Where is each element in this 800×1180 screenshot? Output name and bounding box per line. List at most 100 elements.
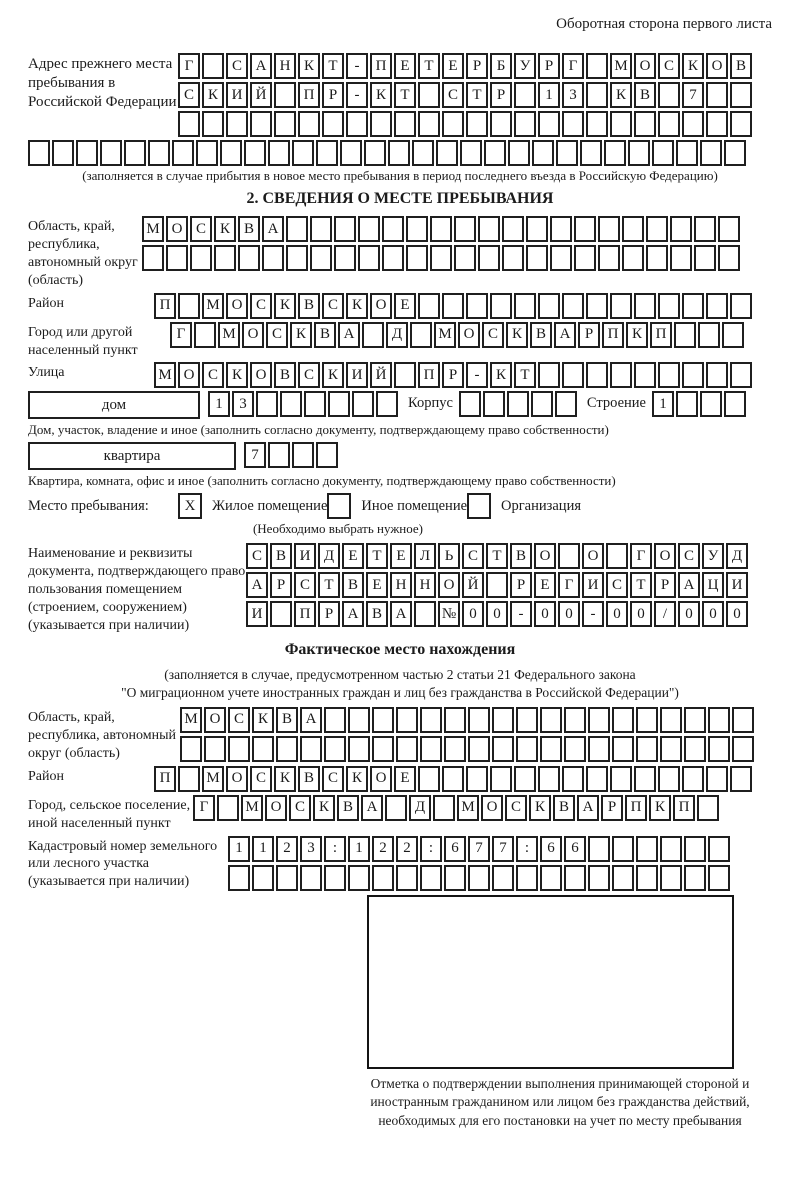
char-box: [562, 111, 584, 137]
char-box: Р: [538, 53, 560, 79]
document-label: Наименование и реквизиты документа, подт…: [28, 546, 246, 634]
char-box: [660, 706, 682, 733]
char-box: [324, 735, 346, 762]
char-box: [340, 140, 362, 166]
char-box: [324, 864, 346, 891]
char-box: 0: [606, 601, 628, 628]
char-box: [196, 140, 218, 166]
char-box: [610, 292, 632, 319]
char-box: [298, 111, 320, 137]
char-box: [178, 765, 200, 792]
char-box: [660, 835, 682, 862]
char-box: 1: [651, 391, 674, 418]
char-box: О: [178, 362, 200, 389]
char-box: [214, 245, 236, 271]
char-box: 6: [540, 835, 562, 862]
char-box: [396, 706, 418, 733]
char-box: В: [730, 53, 752, 79]
char-box: №: [438, 601, 460, 628]
char-box: С: [678, 543, 700, 570]
char-box: А: [390, 601, 412, 628]
char-box: [682, 362, 704, 389]
char-box: [514, 82, 536, 108]
char-box: -: [582, 601, 604, 628]
stamp-area: [367, 895, 734, 1070]
fact-oblast-label: Область, край, республика, автономный ок…: [28, 709, 177, 761]
char-box: С: [226, 53, 248, 79]
char-box: Т: [366, 543, 388, 570]
char-box: [324, 706, 346, 733]
char-box: [598, 245, 620, 271]
char-box: [202, 53, 224, 79]
char-box: К: [626, 321, 648, 348]
char-box: [622, 245, 644, 271]
char-box: [268, 442, 290, 469]
char-box: В: [366, 601, 388, 628]
char-box: [204, 735, 226, 762]
fact-caption-1: (заполняется в случае, предусмотренном ч…: [164, 666, 636, 682]
char-box: Р: [322, 82, 344, 108]
char-box: [580, 140, 602, 166]
gorod-label: Город или другой населенный пункт: [28, 324, 138, 358]
char-box: О: [582, 543, 604, 570]
char-box: [636, 706, 658, 733]
char-box: [468, 735, 490, 762]
char-box: Т: [318, 572, 340, 599]
char-box: [292, 442, 314, 469]
char-box: [228, 864, 250, 891]
kadastr-label: Кадастровый номер земельного или лесного…: [28, 838, 218, 890]
char-box: [406, 216, 428, 242]
char-box: [538, 362, 560, 389]
char-box: [658, 82, 680, 108]
char-box: О: [226, 292, 248, 319]
char-box: [634, 765, 656, 792]
char-box: [178, 111, 200, 137]
char-box: Т: [486, 543, 508, 570]
char-box: [588, 864, 610, 891]
char-box: О: [250, 362, 272, 389]
char-box: М: [218, 321, 240, 348]
prev-address-block: Адрес прежнего места пребывания в Россий…: [28, 53, 772, 137]
char-box: О: [370, 292, 392, 319]
char-box: [172, 140, 194, 166]
char-box: А: [262, 216, 284, 242]
char-box: К: [313, 794, 335, 821]
char-box: А: [678, 572, 700, 599]
char-box: [100, 140, 122, 166]
char-box: Е: [442, 53, 464, 79]
kvartira-caption: Квартира, комната, офис и иное (заполнит…: [28, 473, 616, 489]
char-box: [612, 706, 634, 733]
char-box: [682, 765, 704, 792]
char-box: [334, 245, 356, 271]
char-box: О: [458, 321, 480, 348]
stay-option-inoe-checkbox: [327, 493, 352, 520]
char-box: [540, 706, 562, 733]
char-box: [382, 245, 404, 271]
char-box: [674, 321, 696, 348]
char-box: [694, 245, 716, 271]
char-box: [586, 53, 608, 79]
char-box: [362, 321, 384, 348]
char-box: [444, 735, 466, 762]
char-box: [348, 706, 370, 733]
char-box: [730, 765, 752, 792]
char-box: [730, 82, 752, 108]
char-box: [286, 216, 308, 242]
char-box: [598, 216, 620, 242]
char-box: С: [482, 321, 504, 348]
char-box: [280, 391, 302, 418]
char-box: 6: [444, 835, 466, 862]
char-box: М: [202, 292, 224, 319]
char-box: [586, 292, 608, 319]
char-box: [508, 140, 530, 166]
raion-label: Район: [28, 295, 64, 311]
char-box: [442, 292, 464, 319]
char-box: [612, 735, 634, 762]
char-box: [514, 765, 536, 792]
char-box: [328, 391, 350, 418]
stroenie-label: Строение: [586, 395, 646, 412]
oblast-row-2: [142, 245, 742, 271]
char-box: М: [610, 53, 632, 79]
